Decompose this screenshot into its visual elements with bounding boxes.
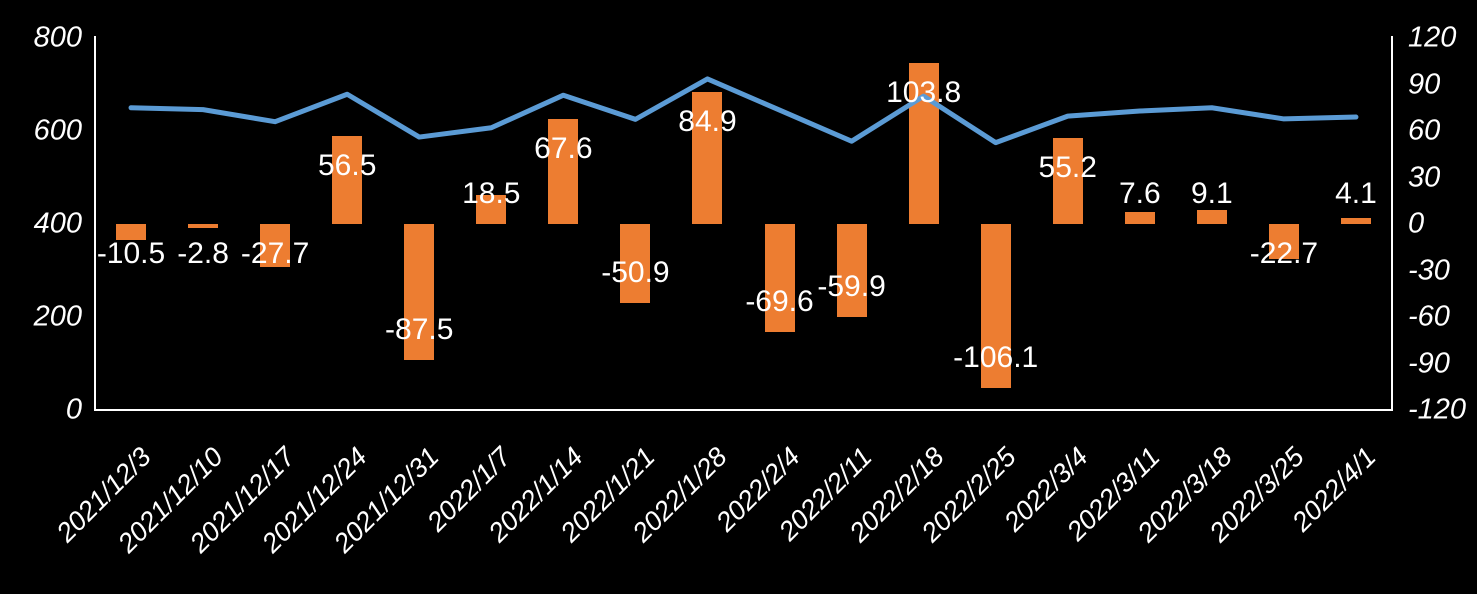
bar-2022/3/25 <box>1268 224 1299 260</box>
bar-2021/12/3 <box>116 224 147 241</box>
bar-value-label: -87.5 <box>385 312 454 346</box>
bar-2021/12/24 <box>332 136 363 224</box>
line-path <box>128 76 1359 146</box>
bar-value-label: -27.7 <box>240 237 310 270</box>
left-axis-tick-600: 600 <box>33 114 82 147</box>
bar-value-label: -10.5 <box>96 237 166 270</box>
bar-value-label: 56.5 <box>317 149 377 183</box>
bar-value-label: 4.1 <box>1335 177 1377 210</box>
right-axis-tick-120: 120 <box>1408 21 1457 54</box>
right-axis-tick--120: -120 <box>1408 393 1467 426</box>
bar-2022/1/28 <box>692 92 723 224</box>
bar-value-label: -69.6 <box>745 284 814 318</box>
bar-2022/3/18 <box>1196 209 1227 224</box>
left-axis-tick-800: 800 <box>33 21 82 54</box>
bar-value-label: 9.1 <box>1191 177 1233 210</box>
bar-value-label: -59.9 <box>817 269 886 303</box>
bar-value-label: -2.8 <box>177 237 229 270</box>
left-axis-tick-400: 400 <box>33 207 82 240</box>
left-axis-tick-200: 200 <box>33 300 82 333</box>
right-axis-tick-90: 90 <box>1408 68 1441 100</box>
bottom-axis-line <box>94 409 1393 411</box>
bar-value-label: 103.8 <box>886 76 962 110</box>
bar-value-label: -22.7 <box>1249 237 1319 270</box>
bar-2022/4/1 <box>1340 217 1371 224</box>
bar-2022/3/4 <box>1052 138 1083 224</box>
bar-2022/2/11 <box>836 224 867 317</box>
left-axis-line <box>94 36 96 410</box>
bar-2022/2/18 <box>908 63 939 224</box>
right-axis-tick-30: 30 <box>1408 161 1441 193</box>
right-axis-tick--30: -30 <box>1408 254 1450 286</box>
bar-value-label: 18.5 <box>462 177 521 210</box>
right-axis-tick-0: 0 <box>1408 207 1425 240</box>
bar-2022/1/21 <box>620 224 651 303</box>
right-axis-line <box>1391 36 1393 410</box>
bar-2022/2/4 <box>764 224 795 332</box>
bar-value-label: -106.1 <box>953 341 1039 375</box>
bar-value-label: 67.6 <box>534 132 593 166</box>
bar-value-label: -50.9 <box>601 255 670 289</box>
bar-2021/12/10 <box>188 224 219 229</box>
bar-value-label: 84.9 <box>678 105 737 139</box>
bar-2022/1/14 <box>548 119 579 224</box>
right-axis-tick-60: 60 <box>1408 114 1441 147</box>
bar-2021/12/17 <box>260 224 291 267</box>
bar-value-label: 55.2 <box>1038 151 1097 185</box>
bar-2022/1/7 <box>476 195 507 224</box>
bar-2022/3/11 <box>1124 212 1155 224</box>
bar-2022/2/25 <box>980 224 1011 389</box>
right-axis-tick--90: -90 <box>1408 347 1450 379</box>
right-axis-tick--60: -60 <box>1408 300 1450 333</box>
bar-value-label: 7.6 <box>1118 177 1161 210</box>
bar-2021/12/31 <box>404 224 435 360</box>
left-axis-tick-0: 0 <box>65 393 82 426</box>
